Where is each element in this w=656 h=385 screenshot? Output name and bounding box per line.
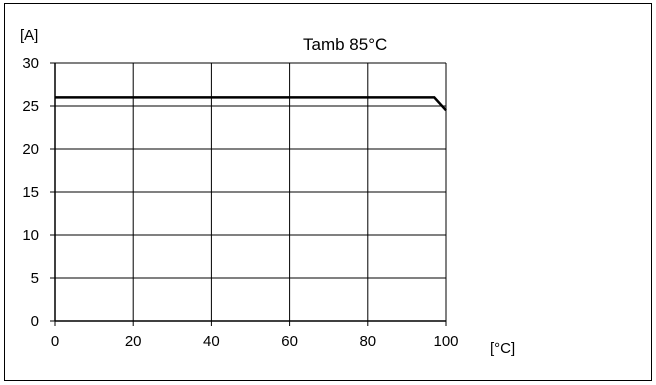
series-line [55,96,447,112]
x-tick-label: 0 [51,333,59,350]
y-tick-label: 0 [31,313,39,330]
x-tick-label: 80 [359,333,376,350]
y-tick-label: 30 [22,55,39,72]
x-tick-label: 20 [125,333,142,350]
y-tick-label: 15 [22,184,39,201]
y-tick-label: 20 [22,141,39,158]
x-tick-label: 60 [281,333,298,350]
series-layer [55,96,447,112]
axes-layer [50,62,447,326]
y-tick-label: 10 [22,227,39,244]
x-tick-label: 100 [433,333,458,350]
y-tick-label: 5 [31,270,39,287]
y-tick-label: 25 [22,98,39,115]
y-axis-label: [A] [20,27,38,44]
chart-title: Tamb 85°C [303,35,387,54]
labels-layer: [A] [°C] Tamb 85°C 0 20 40 60 80 100 0 5 10 15 20 2… [20,27,515,357]
x-tick-label: 40 [203,333,220,350]
x-axis-label: [°C] [490,340,515,357]
